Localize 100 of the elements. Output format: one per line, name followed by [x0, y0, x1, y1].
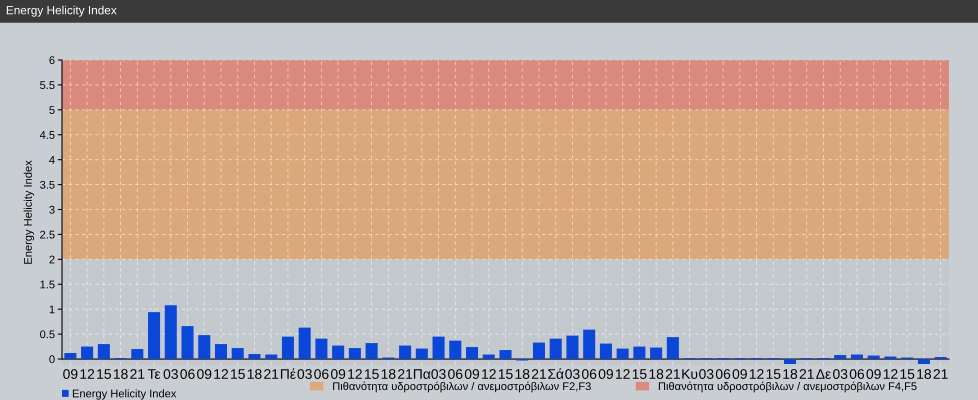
x-tick-label: 21: [666, 369, 680, 379]
chart-title: Energy Helicity Index: [6, 6, 117, 17]
x-tick-label: Δε: [816, 369, 831, 379]
bar: [232, 348, 244, 360]
x-tick-label: 15: [900, 369, 914, 379]
bar: [466, 347, 478, 360]
x-tick-label: 09: [63, 369, 78, 379]
bar: [348, 348, 361, 360]
x-tick-label: 12: [80, 369, 94, 379]
bar: [532, 342, 545, 360]
x-tick-label: 15: [364, 369, 379, 379]
bar: [482, 354, 495, 360]
x-tick-label: 06: [850, 369, 864, 379]
bar: [181, 326, 194, 360]
bar: [616, 348, 629, 360]
bar: [583, 330, 596, 360]
x-tick-label: 12: [214, 369, 228, 379]
bar: [918, 359, 930, 364]
x-tick-label: 12: [348, 369, 362, 379]
bar: [298, 328, 311, 360]
legend-label: Πιθανότητα υδροστρόβιλων / ανεμοστρόβιλων F2,F3: [333, 382, 591, 392]
bar: [600, 344, 612, 360]
x-tick-label: 21: [130, 369, 144, 379]
x-tick-label: 03: [297, 369, 312, 379]
bar: [416, 348, 428, 360]
bar: [784, 359, 796, 364]
y-tick-label: 1.5: [40, 280, 55, 288]
y-tick-label: 5.5: [40, 81, 55, 90]
bar: [566, 336, 578, 360]
bar: [666, 337, 679, 360]
x-tick-label: 03: [699, 369, 714, 379]
bar: [332, 346, 344, 360]
x-tick-label: 12: [482, 369, 496, 379]
x-tick-label: 09: [464, 369, 480, 379]
y-tick-label: 4.5: [40, 131, 55, 139]
x-tick-label: 15: [498, 369, 513, 379]
x-tick-label: 15: [632, 369, 647, 379]
y-axis-title: Energy Helicity Index: [24, 160, 34, 264]
bar: [282, 336, 294, 360]
bar: [499, 350, 512, 360]
bar: [366, 343, 378, 360]
bar: [148, 312, 160, 360]
x-tick-label: 18: [248, 369, 262, 379]
x-tick-label: 21: [532, 369, 546, 379]
x-tick-label: Κυ: [682, 369, 698, 379]
bar: [131, 349, 144, 360]
x-tick-label: 12: [750, 369, 764, 379]
bar: [884, 356, 896, 360]
legend-label: Energy Helicity Index: [72, 389, 176, 400]
x-tick-label: Πέ: [280, 368, 296, 379]
x-tick-label: 03: [565, 369, 580, 379]
bar: [214, 344, 228, 360]
bar: [315, 338, 328, 360]
bar: [850, 354, 863, 360]
bar: [432, 336, 445, 360]
y-tick-label: 4: [49, 156, 55, 164]
x-tick-label: 18: [382, 369, 396, 379]
x-tick-label: 15: [97, 369, 111, 379]
x-tick-label: Τε: [148, 369, 160, 379]
y-tick-label: 3.5: [40, 180, 55, 189]
x-tick-label: 03: [431, 369, 446, 379]
x-tick-label: 06: [716, 369, 730, 379]
x-tick-label: 09: [866, 369, 881, 379]
bar: [550, 338, 562, 360]
x-tick-label: 12: [884, 369, 898, 379]
x-tick-label: 18: [917, 369, 932, 379]
y-tick-label: 6: [49, 56, 55, 64]
x-tick-label: Πα: [414, 369, 430, 379]
bar: [868, 356, 880, 360]
x-tick-label: 15: [231, 369, 245, 379]
y-tick-label: 5: [49, 106, 55, 114]
x-tick-label: 03: [833, 369, 848, 379]
x-tick-label: 12: [616, 369, 630, 379]
x-tick-label: 18: [649, 369, 664, 379]
legend-label: Πιθανότητα υδροστρόβιλων / ανεμοστρόβιλων F4,F5: [658, 382, 917, 392]
y-tick-label: 2.5: [40, 230, 55, 239]
x-tick-label: 18: [516, 369, 530, 379]
y-tick-label: 2: [49, 256, 54, 264]
x-tick-label: 21: [800, 369, 814, 379]
x-tick-label: 06: [180, 369, 195, 379]
bar: [633, 346, 646, 360]
x-tick-label: 18: [114, 369, 128, 379]
x-tick-label: 21: [398, 369, 412, 379]
x-tick-label: 06: [582, 369, 596, 379]
bar: [64, 353, 76, 360]
x-tick-label: 09: [598, 369, 613, 379]
y-tick-label: 0.5: [40, 330, 55, 338]
x-tick-label: 09: [330, 369, 346, 379]
bar: [650, 348, 662, 360]
bar: [248, 354, 260, 360]
x-tick-label: 06: [448, 369, 462, 379]
y-tick-label: 1: [50, 306, 55, 314]
x-tick-label: 21: [264, 369, 278, 379]
bar: [164, 305, 177, 360]
x-tick-label: 03: [164, 369, 178, 379]
x-tick-label: 18: [783, 369, 798, 379]
x-tick-label: Σά: [548, 368, 564, 379]
bar: [98, 344, 110, 360]
y-tick-label: 3: [49, 206, 55, 214]
x-tick-label: 09: [732, 369, 747, 379]
